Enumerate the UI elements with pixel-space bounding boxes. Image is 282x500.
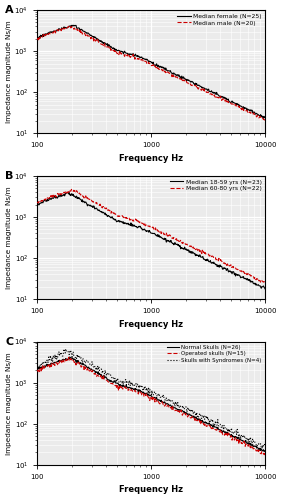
Median male (N=20) [36,36,39,42]
X-axis label: Frequency Hz: Frequency Hz [119,320,183,328]
Median male (N=20) [67,24,70,30]
Median 18-59 yrs (N=23) [180,245,183,251]
Normal Skulls (N=26) [36,366,39,372]
Median 18-59 yrs (N=23) [63,193,66,199]
Line: Skulls with Syndromes (N=4): Skulls with Syndromes (N=4) [37,349,265,448]
Normal Skulls (N=26) [202,419,205,425]
Text: C: C [5,336,13,346]
Median 18-59 yrs (N=23) [36,200,39,206]
Median male (N=20) [202,88,205,94]
Normal Skulls (N=26) [263,448,267,454]
Operated skulls (N=15) [63,358,66,364]
Operated skulls (N=15) [263,450,267,456]
Median female (N=25) [63,25,66,31]
Median 60-80 yrs (N=22) [263,280,267,286]
Median 18-59 yrs (N=23) [66,190,70,196]
Skulls with Syndromes (N=4) [180,404,183,409]
Operated skulls (N=15) [110,380,114,386]
Median 18-59 yrs (N=23) [263,286,267,292]
Median female (N=25) [36,34,39,40]
Median female (N=25) [201,84,204,90]
Median 60-80 yrs (N=22) [110,210,114,216]
Median 60-80 yrs (N=22) [126,216,130,222]
Median 60-80 yrs (N=22) [201,247,204,253]
Y-axis label: Impedance magnitude Ns/m: Impedance magnitude Ns/m [6,352,12,454]
Line: Operated skulls (N=15): Operated skulls (N=15) [37,357,265,455]
Skulls with Syndromes (N=4) [201,412,204,418]
Text: A: A [5,5,14,15]
Median male (N=20) [263,117,266,123]
Median male (N=20) [180,76,183,82]
Normal Skulls (N=26) [126,384,130,390]
Normal Skulls (N=26) [262,448,266,454]
Operated skulls (N=15) [263,452,266,458]
Skulls with Syndromes (N=4) [36,362,39,368]
Line: Median 18-59 yrs (N=23): Median 18-59 yrs (N=23) [37,192,265,289]
Legend: Normal Skulls (N=26), Operated skulls (N=15), Skulls with Syndromes (N=4): Normal Skulls (N=26), Operated skulls (N… [165,343,263,364]
Median 60-80 yrs (N=22) [70,186,73,192]
Median female (N=25) [70,22,74,28]
X-axis label: Frequency Hz: Frequency Hz [119,486,183,494]
Median 18-59 yrs (N=23) [201,254,204,260]
Median 60-80 yrs (N=22) [63,190,66,196]
Normal Skulls (N=26) [68,354,71,360]
Skulls with Syndromes (N=4) [263,442,267,448]
Median male (N=20) [63,26,66,32]
Median 60-80 yrs (N=22) [36,200,39,206]
Median 60-80 yrs (N=22) [180,239,183,245]
Skulls with Syndromes (N=4) [126,378,130,384]
Skulls with Syndromes (N=4) [64,346,67,352]
Line: Median male (N=20): Median male (N=20) [37,26,265,120]
Normal Skulls (N=26) [180,408,183,414]
Operated skulls (N=15) [180,407,183,413]
Line: Median 60-80 yrs (N=22): Median 60-80 yrs (N=22) [37,190,265,283]
Median male (N=20) [126,53,130,59]
Line: Normal Skulls (N=26): Normal Skulls (N=26) [37,357,265,452]
Median 18-59 yrs (N=23) [110,214,114,220]
Normal Skulls (N=26) [201,418,204,424]
Operated skulls (N=15) [67,354,70,360]
Y-axis label: Impedance magnitude Ns/m: Impedance magnitude Ns/m [6,186,12,289]
Median female (N=25) [263,114,267,119]
Operated skulls (N=15) [202,421,205,427]
Operated skulls (N=15) [126,388,130,394]
Median 60-80 yrs (N=22) [202,250,205,256]
Median male (N=20) [110,47,114,53]
Legend: Median 18-59 yrs (N=23), Median 60-80 yrs (N=22): Median 18-59 yrs (N=23), Median 60-80 yr… [168,178,263,193]
Skulls with Syndromes (N=4) [63,349,66,355]
Skulls with Syndromes (N=4) [202,414,205,420]
X-axis label: Frequency Hz: Frequency Hz [119,154,183,163]
Median male (N=20) [201,86,204,91]
Median 18-59 yrs (N=23) [126,220,130,226]
Skulls with Syndromes (N=4) [110,374,114,380]
Skulls with Syndromes (N=4) [261,446,264,452]
Y-axis label: Impedance magnitude Ns/m: Impedance magnitude Ns/m [6,20,12,123]
Legend: Median female (N=25), Median male (N=20): Median female (N=25), Median male (N=20) [176,12,263,28]
Median female (N=25) [110,45,114,51]
Normal Skulls (N=26) [110,379,114,385]
Median female (N=25) [180,76,183,82]
Operated skulls (N=15) [201,420,204,426]
Median 18-59 yrs (N=23) [202,256,205,262]
Median male (N=20) [263,116,267,122]
Operated skulls (N=15) [36,368,39,374]
Line: Median female (N=25): Median female (N=25) [37,25,265,118]
Normal Skulls (N=26) [63,357,66,363]
Median female (N=25) [126,52,130,58]
Median female (N=25) [202,85,205,91]
Text: B: B [5,171,14,181]
Median female (N=25) [262,115,265,121]
